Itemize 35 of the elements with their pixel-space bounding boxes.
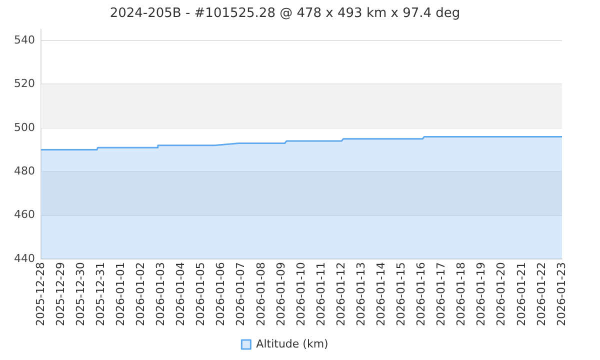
x-tick-label: 2026-01-23 [554, 262, 568, 326]
x-tick-label: 2026-01-02 [134, 262, 148, 326]
x-tick-label: 2026-01-21 [514, 262, 528, 326]
x-tick-label: 2026-01-07 [234, 262, 248, 326]
x-tick-label: 2026-01-09 [274, 262, 288, 326]
y-tick-label: 480 [14, 164, 35, 178]
x-tick-label: 2025-12-31 [94, 262, 107, 326]
x-tick-label: 2026-01-20 [494, 262, 508, 326]
x-tick-label: 2026-01-05 [194, 262, 208, 326]
x-tick-label: 2026-01-08 [254, 262, 268, 326]
y-tick-label: 520 [14, 77, 35, 90]
y-tick-label: 460 [14, 208, 35, 222]
x-tick-label: 2026-01-15 [394, 262, 408, 326]
chart-title: 2024-205B - #101525.28 @ 478 x 493 km x 97.4 deg [110, 6, 460, 22]
legend-label: Altitude (km) [256, 337, 328, 350]
x-tick-label: 2026-01-04 [174, 262, 188, 326]
y-tick-label: 540 [14, 33, 35, 46]
x-tick-label: 2026-01-12 [334, 262, 348, 326]
y-tick-label: 440 [14, 252, 35, 265]
x-tick-label: 2026-01-22 [534, 262, 548, 326]
x-tick-label: 2026-01-16 [414, 262, 428, 326]
x-tick-label: 2025-12-29 [54, 262, 67, 326]
x-tick-label: 2026-01-11 [314, 262, 328, 326]
x-tick-label: 2026-01-10 [294, 262, 308, 326]
x-tick-label: 2026-01-03 [154, 262, 168, 326]
x-tick-label: 2026-01-14 [374, 262, 388, 326]
x-tick-label: 2026-01-06 [214, 262, 228, 326]
x-tick-label: 2026-01-18 [454, 262, 468, 326]
x-tick-label: 2026-01-17 [434, 262, 448, 326]
y-tick-label: 500 [14, 120, 35, 134]
x-tick-label: 2025-12-28 [34, 262, 47, 326]
x-tick-label: 2026-01-19 [474, 262, 488, 326]
x-tick-label: 2026-01-01 [114, 262, 128, 326]
x-tick-label: 2025-12-30 [74, 262, 87, 326]
x-tick-label: 2026-01-13 [354, 262, 368, 326]
